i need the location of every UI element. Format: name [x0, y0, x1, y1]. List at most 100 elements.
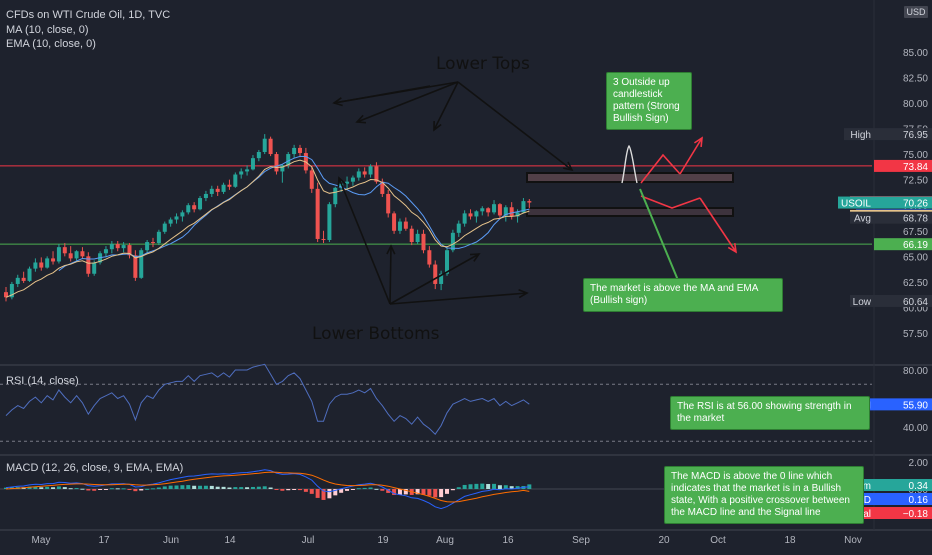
macd-histogram-bar [339, 489, 344, 493]
candle-body [492, 204, 497, 213]
macd-histogram-bar [180, 485, 185, 489]
macd-histogram-bar [4, 487, 8, 489]
candle-body [250, 158, 255, 170]
candle-body [374, 166, 379, 182]
candle-body [162, 223, 167, 232]
price-tag-label: USOIL [841, 199, 871, 210]
macd-histogram-bar [162, 486, 167, 489]
price-tag-label-box [850, 294, 874, 307]
macd-histogram-bar [345, 489, 350, 491]
macd-histogram-bar [209, 485, 214, 489]
macd-histogram-bar [98, 489, 103, 490]
candle-body [39, 262, 44, 268]
candle-body [392, 213, 397, 231]
macd-histogram-bar [109, 488, 114, 490]
candle-body [139, 250, 144, 278]
macd-histogram-bar [139, 489, 144, 491]
macd-tag [874, 507, 932, 519]
macd-histogram-bar [80, 488, 85, 490]
macd-tag-value: −0.18 [903, 509, 929, 520]
support-box [526, 207, 734, 217]
macd-histogram-bar [397, 489, 402, 495]
macd-histogram-bar [198, 485, 203, 489]
macd-tag [874, 479, 932, 491]
candle-body [21, 277, 26, 281]
macd-histogram-bar [227, 487, 232, 489]
candle-body [515, 212, 520, 217]
macd-histogram-bar [362, 487, 367, 489]
time-axis-label: 16 [502, 535, 514, 546]
macd-histogram-bar [239, 487, 244, 489]
candle-body [397, 221, 402, 231]
macd-callout: The MACD is above the 0 line which indic… [664, 466, 864, 524]
time-axis-label: May [32, 535, 51, 546]
price-tick-label: 65.00 [903, 252, 928, 263]
macd-histogram-bar [27, 486, 32, 489]
macd-histogram-bar [86, 489, 91, 491]
macd-histogram-bar [515, 486, 520, 489]
price-tag-value: 76.95 [903, 130, 928, 141]
bottom-arrow-head [518, 289, 529, 299]
macd-histogram-bar [327, 489, 332, 499]
candle-body [445, 250, 449, 274]
macd-histogram-bar [462, 484, 467, 489]
macd-histogram-bar [450, 489, 455, 491]
macd-histogram-bar [233, 487, 238, 489]
candle-body [9, 283, 14, 298]
price-tag-label-box [844, 128, 874, 141]
macd-histogram-bar [127, 489, 132, 490]
candle-body [151, 242, 155, 244]
candle-body [350, 177, 355, 182]
macd-tick-label: 2.00 [909, 458, 929, 469]
macd-histogram-bar [497, 485, 502, 489]
projection-down-arrow [699, 197, 737, 253]
candle-body [274, 154, 279, 172]
macd-histogram-bar [486, 484, 491, 489]
macd-histogram-bar [403, 489, 408, 495]
candle-body [51, 258, 56, 262]
macd-histogram-bar [250, 486, 255, 489]
price-tick-label: 85.00 [903, 48, 928, 59]
candle-body [409, 228, 414, 243]
top-arrow [433, 81, 459, 131]
candle-body [280, 165, 285, 172]
macd-histogram-bar [439, 489, 444, 498]
top-arrow-head [563, 161, 574, 172]
macd-tag [874, 493, 932, 505]
macd-histogram-bar [203, 485, 208, 489]
candle-body [268, 138, 273, 155]
price-tag [874, 128, 932, 141]
ema-legend: EMA (10, close, 0) [6, 38, 96, 50]
candle-body [86, 256, 91, 274]
candle-body [368, 166, 373, 175]
time-axis-label: Oct [710, 535, 726, 546]
macd-histogram-bar [168, 485, 173, 489]
candle-body [174, 216, 179, 220]
macd-histogram-bar [33, 486, 38, 489]
macd-histogram-bar [92, 489, 97, 491]
candle-body [27, 268, 32, 281]
ema-line [5, 159, 530, 298]
ma-line [58, 155, 530, 272]
price-tag-value: 70.26 [903, 199, 928, 210]
macd-histogram-bar [480, 483, 485, 489]
price-tick-label: 62.50 [903, 278, 928, 289]
bottom-arrow [389, 245, 392, 305]
macd-histogram-bar [51, 487, 56, 489]
macd-histogram-bar [280, 489, 285, 491]
price-tag-value: 73.84 [903, 162, 928, 173]
macd-histogram-bar [292, 489, 297, 490]
projection-up-arrow-head [694, 136, 703, 148]
candle-body [486, 208, 491, 213]
rsi-line [5, 363, 530, 435]
candle-body [415, 233, 420, 243]
candle-body [256, 152, 261, 159]
macd-histogram-bar [509, 486, 514, 489]
price-tag-label-box [850, 211, 874, 224]
candle-body [309, 170, 314, 189]
candle-body [168, 219, 173, 224]
macd-histogram-bar [309, 489, 314, 494]
time-axis-label: Jul [302, 535, 315, 546]
price-tag [874, 211, 932, 224]
macd-histogram-bar [421, 489, 426, 495]
